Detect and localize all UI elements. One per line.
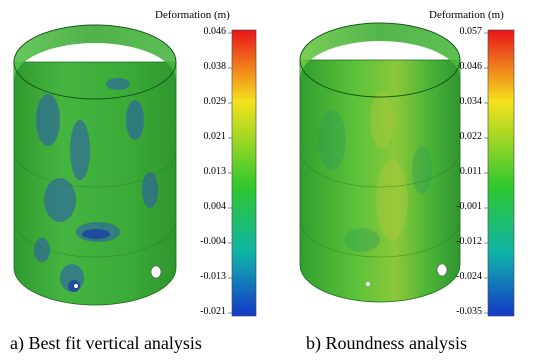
tick-label: -0.021 — [200, 306, 226, 317]
tank-render-best-fit — [13, 24, 257, 317]
tank-body — [299, 59, 461, 303]
tick-label: -0.024 — [456, 271, 482, 282]
tick-label: 0.022 — [459, 131, 483, 142]
tick-label: 0.004 — [203, 201, 227, 212]
panel-best-fit: Deformation (m) 0.046 0.038 0.029 0.021 … — [10, 9, 257, 353]
colorbar — [487, 29, 515, 317]
tick-label: -0.004 — [200, 236, 226, 247]
colorbar — [231, 29, 257, 317]
tank-render-roundness — [299, 22, 515, 317]
figure-caption: a) Best fit vertical analysis — [10, 333, 202, 353]
tick-label: -0.013 — [200, 271, 226, 282]
tick-label: 0.046 — [203, 26, 227, 37]
nozzle-opening — [150, 265, 162, 279]
tick-label: -0.035 — [456, 306, 482, 317]
tick-label: 0.011 — [459, 166, 482, 177]
nozzle-opening — [436, 263, 448, 277]
tick-label: 0.013 — [203, 166, 227, 177]
deformation-patches — [34, 78, 158, 292]
tick-label: 0.034 — [459, 96, 483, 107]
tick-label: 0.029 — [203, 96, 227, 107]
colorbar-title: Deformation (m) — [429, 9, 504, 21]
tank-rim — [299, 22, 461, 98]
tick-label: 0.057 — [459, 26, 483, 37]
panel-roundness: Deformation (m) 0.057 0.046 0.034 0.022 … — [272, 0, 543, 363]
tick-label: 0.021 — [203, 131, 227, 142]
tick-label: 0.046 — [459, 61, 483, 72]
tick-label: 0.038 — [203, 61, 227, 72]
tick-label: -0.001 — [456, 201, 482, 212]
tank-rim — [13, 24, 177, 100]
tick-label: -0.012 — [456, 236, 482, 247]
colorbar-title: Deformation (m) — [155, 9, 230, 21]
deformation-patches — [318, 110, 432, 252]
figure-caption: b) Roundness analysis — [306, 333, 467, 353]
